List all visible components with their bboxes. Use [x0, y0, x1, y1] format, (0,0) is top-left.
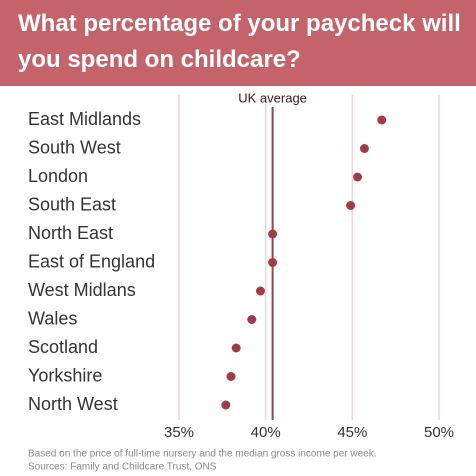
dot: [226, 372, 236, 381]
category-label: South West: [28, 137, 121, 157]
dot: [268, 229, 278, 239]
dot: [377, 115, 387, 125]
category-label: North East: [28, 223, 113, 243]
dot: [221, 400, 231, 410]
category-label: South East: [28, 194, 116, 214]
category-label: Wales: [28, 308, 77, 328]
x-tick-label: 40%: [251, 424, 281, 441]
dot: [359, 144, 369, 153]
dot: [255, 286, 265, 296]
dot: [353, 172, 363, 182]
dot: [231, 343, 241, 353]
source: Sources: Family and Childcare Trust, ONS: [28, 462, 217, 473]
x-tick-label: 50%: [424, 424, 454, 441]
category-label: East of England: [28, 251, 155, 271]
dot: [247, 315, 257, 324]
title-banner: What percentage of your paycheck will yo…: [0, 0, 476, 86]
dot: [268, 258, 278, 267]
category-label: London: [28, 166, 88, 186]
note: Based on the price of full-time nursery …: [28, 449, 377, 460]
x-tick-label: 45%: [337, 424, 367, 441]
x-tick-label: 35%: [164, 424, 194, 441]
category-label: Yorkshire: [28, 365, 102, 385]
category-label: West Midlans: [28, 280, 136, 300]
dot: [346, 201, 356, 210]
reference-label: UK average: [238, 90, 307, 105]
category-label: North West: [28, 394, 118, 414]
chart-title: What percentage of your paycheck will yo…: [18, 10, 461, 73]
category-label: East Midlands: [28, 109, 141, 129]
category-label: Scotland: [28, 337, 98, 357]
